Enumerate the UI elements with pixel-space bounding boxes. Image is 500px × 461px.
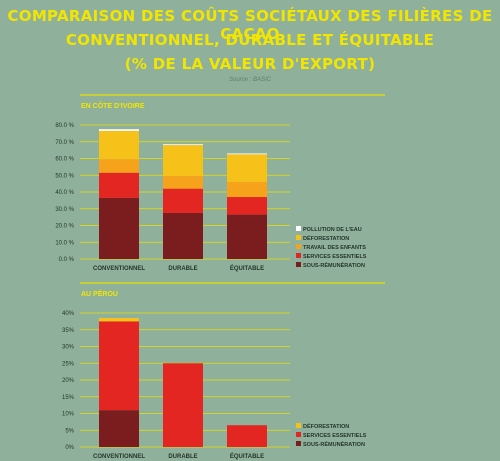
chart1-legend-label: POLLUTION DE L'EAU: [303, 227, 362, 233]
chart2-tick-label: 0%: [65, 445, 74, 451]
chart2-category-label: DURABLE: [168, 454, 197, 460]
chart1-bar-durable-segment: [163, 176, 203, 189]
chart2-category-label: CONVENTIONNEL: [93, 454, 145, 460]
chart2-bar-quitable-segment: [227, 425, 267, 447]
chart2-tick-label: 35%: [62, 328, 75, 334]
chart1-bar-conventionnel-segment: [99, 159, 139, 173]
chart1-bar-quitable-segment: [227, 181, 267, 198]
chart2-tick-label: 10%: [62, 412, 75, 418]
chart1-legend-label: DÉFORESTATION: [303, 234, 349, 242]
chart1-legend-swatch: [296, 262, 301, 267]
chart1-tick-label: 50.0 %: [55, 173, 74, 179]
chart1-legend-swatch: [296, 226, 301, 231]
chart2-bar-durable-segment: [163, 363, 203, 447]
chart1-bar-conventionnel-segment: [99, 197, 139, 259]
chart1-legend-label: SOUS-RÉMUNÉRATION: [303, 261, 365, 269]
title-line-1: COMPARAISON DES COÛTS SOCIÉTAUX DES FILI…: [7, 7, 493, 43]
chart1-bar-conventionnel-segment: [99, 172, 139, 198]
chart2-bar-conventionnel-segment: [99, 318, 139, 322]
chart1-legend-swatch: [296, 244, 301, 249]
chart2-legend-label: DÉFORESTATION: [303, 422, 349, 430]
chart1-legend-label: TRAVAIL DES ENFANTS: [303, 245, 366, 251]
chart1-bar-quitable-segment: [227, 153, 267, 155]
chart2-category-label: ÉQUITABLE: [230, 452, 264, 460]
chart1-category-label: CONVENTIONNEL: [93, 266, 145, 272]
chart1-legend-swatch: [296, 253, 301, 258]
title-line-2: CONVENTIONNEL, DURABLE ET ÉQUITABLE: [65, 31, 435, 49]
chart2-legend-swatch: [296, 441, 301, 446]
chart2-legend-label: SOUS-RÉMUNÉRATION: [303, 440, 365, 448]
chart1-tick-label: 30.0 %: [55, 207, 74, 213]
chart2-title: AU PÉROU: [81, 289, 118, 298]
chart1-category-label: DURABLE: [168, 266, 197, 272]
chart1-title: EN CÔTE D'IVOIRE: [81, 101, 145, 110]
chart1-bar-durable-segment: [163, 188, 203, 213]
chart1-tick-label: 60.0 %: [55, 157, 74, 163]
title-line-3: (% DE LA VALEUR D'EXPORT): [124, 55, 376, 73]
chart1-bar-quitable-segment: [227, 214, 267, 259]
chart2-tick-label: 5%: [65, 428, 74, 434]
chart2-bar-conventionnel-segment: [99, 410, 139, 447]
chart1-tick-label: 20.0 %: [55, 224, 74, 230]
chart2-legend-label: SERVICES ESSENTIELS: [303, 433, 367, 439]
chart2-tick-label: 30%: [62, 345, 75, 351]
chart2-tick-label: 40%: [62, 311, 75, 317]
source-note: Source : BASIC: [228, 77, 272, 83]
chart1-bar-durable-segment: [163, 144, 203, 146]
chart1-legend-swatch: [296, 235, 301, 240]
chart1-tick-label: 0.0 %: [59, 257, 75, 263]
chart2-legend-swatch: [296, 423, 301, 428]
chart1-bar-conventionnel-segment: [99, 130, 139, 160]
chart1-bar-quitable-segment: [227, 197, 267, 215]
chart1-bar-durable-segment: [163, 145, 203, 177]
chart1-tick-label: 40.0 %: [55, 190, 74, 196]
chart1-bar-durable-segment: [163, 212, 203, 259]
chart2-tick-label: 20%: [62, 378, 75, 384]
chart1-tick-label: 80.0 %: [55, 123, 74, 129]
chart1-category-label: ÉQUITABLE: [230, 264, 264, 272]
chart1-bar-quitable-segment: [227, 154, 267, 182]
chart1-tick-label: 70.0 %: [55, 140, 74, 146]
chart2-tick-label: 25%: [62, 361, 75, 367]
chart1-bar-conventionnel-segment: [99, 129, 139, 131]
chart2-legend-swatch: [296, 432, 301, 437]
chart1-legend-label: SERVICES ESSENTIELS: [303, 254, 367, 260]
chart2-bar-conventionnel-segment: [99, 321, 139, 411]
chart1-tick-label: 10.0 %: [55, 240, 74, 246]
chart2-tick-label: 15%: [62, 395, 75, 401]
